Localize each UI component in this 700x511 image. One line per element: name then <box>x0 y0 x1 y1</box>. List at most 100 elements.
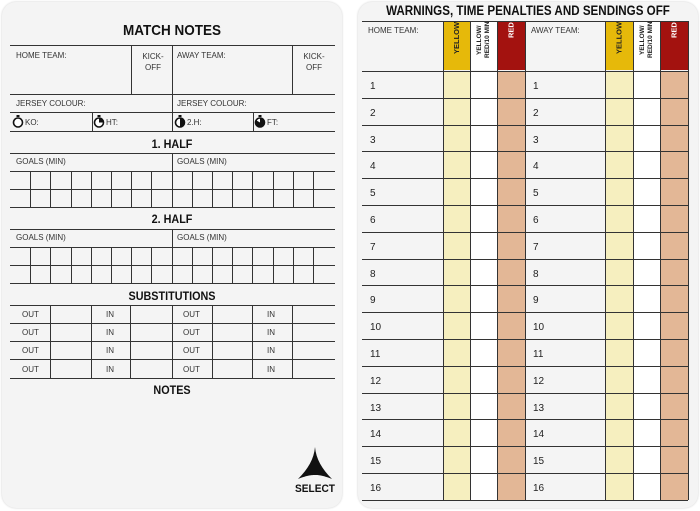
home-yellow-cell[interactable] <box>444 206 470 232</box>
goal-minute-cell[interactable] <box>274 190 293 207</box>
away-red-cell[interactable] <box>661 286 688 313</box>
away-player-field[interactable] <box>545 179 604 205</box>
goal-minute-cell[interactable] <box>294 266 313 283</box>
away-yellow-red-cell[interactable] <box>634 420 660 447</box>
home-red-cell[interactable] <box>498 447 525 473</box>
away-red-cell[interactable] <box>661 179 688 205</box>
goal-minute-cell[interactable] <box>72 190 91 207</box>
home-player-field[interactable] <box>382 260 442 286</box>
home-red-cell[interactable] <box>498 152 525 179</box>
sub-player-field[interactable] <box>294 342 332 358</box>
home-yellow-red-cell[interactable] <box>471 72 497 98</box>
goal-minute-cell[interactable] <box>173 190 192 207</box>
goal-minute-cell[interactable] <box>31 248 50 265</box>
away-yellow-cell[interactable] <box>606 340 633 366</box>
goal-minute-cell[interactable] <box>213 172 232 189</box>
goal-minute-cell[interactable] <box>152 266 171 283</box>
home-yellow-cell[interactable] <box>444 259 470 286</box>
home-red-cell[interactable] <box>498 286 525 313</box>
home-yellow-red-cell[interactable] <box>471 447 497 473</box>
away-yellow-red-cell[interactable] <box>634 393 660 420</box>
away-red-cell[interactable] <box>661 366 688 393</box>
away-yellow-red-cell[interactable] <box>634 340 660 366</box>
goal-minute-cell[interactable] <box>233 266 252 283</box>
away-yellow-red-cell[interactable] <box>634 232 660 259</box>
away-red-cell[interactable] <box>661 393 688 420</box>
home-red-cell[interactable] <box>498 179 525 205</box>
home-red-cell[interactable] <box>498 125 525 152</box>
home-yellow-cell[interactable] <box>444 366 470 393</box>
goal-minute-cell[interactable] <box>253 248 272 265</box>
goal-minute-cell[interactable] <box>112 172 131 189</box>
away-player-field[interactable] <box>545 233 604 259</box>
home-yellow-red-cell[interactable] <box>471 393 497 420</box>
sub-player-field[interactable] <box>132 306 170 322</box>
home-yellow-cell[interactable] <box>444 179 470 205</box>
away-red-cell[interactable] <box>661 98 688 125</box>
goal-minute-cell[interactable] <box>294 172 313 189</box>
home-red-cell[interactable] <box>498 340 525 366</box>
home-red-cell[interactable] <box>498 72 525 98</box>
goal-minute-cell[interactable] <box>92 266 111 283</box>
home-yellow-cell[interactable] <box>444 420 470 447</box>
sub-player-field[interactable] <box>52 361 90 377</box>
goal-minute-cell[interactable] <box>11 266 30 283</box>
away-yellow-cell[interactable] <box>606 232 633 259</box>
away-player-field[interactable] <box>545 126 604 152</box>
sub-player-field[interactable] <box>52 342 90 358</box>
goal-minute-cell[interactable] <box>152 190 171 207</box>
home-yellow-cell[interactable] <box>444 393 470 420</box>
goal-minute-cell[interactable] <box>193 266 212 283</box>
away-yellow-red-cell[interactable] <box>634 286 660 313</box>
home-red-cell[interactable] <box>498 393 525 420</box>
away-yellow-cell[interactable] <box>606 179 633 205</box>
away-player-field[interactable] <box>545 474 604 500</box>
goal-minute-cell[interactable] <box>253 172 272 189</box>
home-player-field[interactable] <box>382 474 442 500</box>
sub-player-field[interactable] <box>214 306 252 322</box>
away-player-field[interactable] <box>545 394 604 420</box>
away-player-field[interactable] <box>545 206 604 232</box>
home-player-field[interactable] <box>382 340 442 366</box>
sub-player-field[interactable] <box>52 324 90 340</box>
away-player-field[interactable] <box>545 260 604 286</box>
home-yellow-red-cell[interactable] <box>471 179 497 205</box>
away-yellow-red-cell[interactable] <box>634 447 660 473</box>
home-yellow-red-cell[interactable] <box>471 286 497 313</box>
away-red-cell[interactable] <box>661 125 688 152</box>
away-red-cell[interactable] <box>661 152 688 179</box>
notes-area[interactable] <box>12 400 292 495</box>
goal-minute-cell[interactable] <box>314 190 333 207</box>
away-player-field[interactable] <box>545 286 604 312</box>
home-yellow-red-cell[interactable] <box>471 152 497 179</box>
goal-minute-cell[interactable] <box>72 248 91 265</box>
goal-minute-cell[interactable] <box>72 266 91 283</box>
goal-minute-cell[interactable] <box>92 172 111 189</box>
sub-player-field[interactable] <box>214 361 252 377</box>
away-yellow-cell[interactable] <box>606 366 633 393</box>
goal-minute-cell[interactable] <box>31 190 50 207</box>
away-player-field[interactable] <box>545 367 604 393</box>
goal-minute-cell[interactable] <box>193 248 212 265</box>
goal-minute-cell[interactable] <box>31 266 50 283</box>
home-yellow-cell[interactable] <box>444 286 470 313</box>
goal-minute-cell[interactable] <box>92 190 111 207</box>
home-red-cell[interactable] <box>498 259 525 286</box>
away-yellow-red-cell[interactable] <box>634 72 660 98</box>
sub-player-field[interactable] <box>132 342 170 358</box>
away-yellow-cell[interactable] <box>606 393 633 420</box>
home-yellow-cell[interactable] <box>444 340 470 366</box>
home-yellow-cell[interactable] <box>444 474 470 500</box>
goal-minute-cell[interactable] <box>132 190 151 207</box>
goal-minute-cell[interactable] <box>193 172 212 189</box>
goal-minute-cell[interactable] <box>314 266 333 283</box>
goal-minute-cell[interactable] <box>11 172 30 189</box>
away-yellow-cell[interactable] <box>606 72 633 98</box>
home-yellow-red-cell[interactable] <box>471 313 497 339</box>
goal-minute-cell[interactable] <box>51 248 70 265</box>
goal-minute-cell[interactable] <box>132 248 151 265</box>
away-yellow-red-cell[interactable] <box>634 313 660 339</box>
away-yellow-red-cell[interactable] <box>634 98 660 125</box>
goal-minute-cell[interactable] <box>51 172 70 189</box>
goal-minute-cell[interactable] <box>152 248 171 265</box>
